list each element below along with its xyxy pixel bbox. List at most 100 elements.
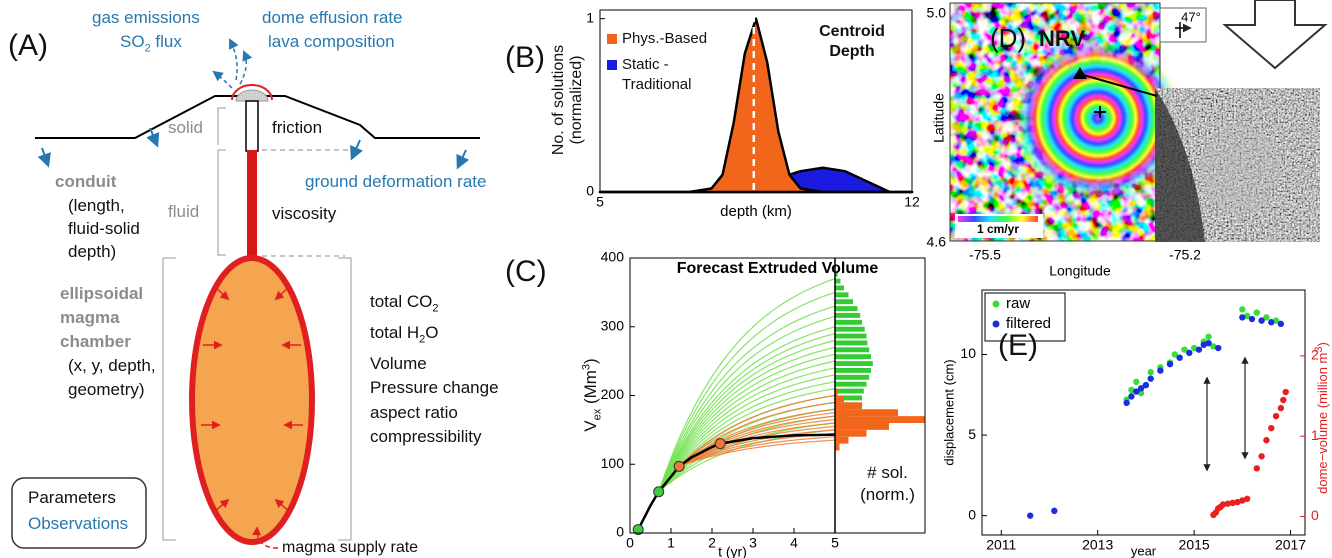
x-tick-label: 2011	[986, 537, 1016, 553]
data-point	[1277, 404, 1285, 412]
histogram-bar	[835, 423, 889, 430]
y-axis-label: No. of solutions (normalized)	[550, 44, 585, 156]
data-point	[1253, 465, 1260, 472]
histogram-bar	[835, 340, 868, 346]
legend-box	[984, 292, 1066, 342]
parameter-list: (length, fluid-solid depth)	[68, 194, 140, 263]
data-point	[1229, 499, 1236, 507]
y-tick-label: 2	[1311, 347, 1319, 363]
plot-frame	[599, 9, 913, 193]
forecast-curve	[678, 429, 836, 467]
forecast-curve	[678, 401, 836, 467]
heading-label: 47°	[1181, 9, 1201, 24]
data-point	[1171, 351, 1179, 358]
subscript: ex	[591, 408, 604, 421]
data-point	[1277, 320, 1285, 328]
histogram-bar	[835, 443, 840, 451]
parameter-group: conduit	[55, 172, 117, 191]
superscript: 3	[580, 363, 593, 371]
parameter-list: total CO2 total H2O Volume Pressure chan…	[370, 290, 499, 450]
y-tick-label: 300	[601, 317, 625, 333]
conduit-solid	[245, 100, 259, 152]
parameter: Volume	[370, 353, 427, 373]
data-point	[1200, 341, 1207, 349]
forecast-curve	[658, 360, 836, 493]
data-point	[1128, 386, 1135, 394]
data-point	[1051, 507, 1058, 515]
panel-label: (D)	[990, 23, 1026, 53]
deformation-fringes	[1010, 40, 1186, 200]
histogram-bar	[835, 285, 844, 291]
forecast-curve	[658, 346, 836, 493]
data-point	[1219, 501, 1227, 508]
data-point	[1258, 317, 1265, 324]
text: SO	[120, 32, 145, 51]
histogram-bar	[835, 388, 864, 394]
legend-entry: Parameters	[28, 488, 116, 507]
forecast-curve	[658, 305, 836, 492]
x-tick-label: 2013	[1082, 537, 1113, 553]
parameter-group: ellipsoidal magma chamber	[60, 282, 143, 354]
x-tick-label: 4	[790, 535, 798, 551]
x-axis-label: year	[1131, 543, 1157, 558]
text: V	[581, 420, 601, 432]
forecast-curve	[658, 374, 836, 493]
histogram-bar	[835, 436, 849, 444]
histogram-bar	[835, 409, 898, 417]
observation: lava composition	[268, 32, 395, 51]
legend-label: Phys.-Based	[622, 30, 708, 47]
observation: SO2 flux	[120, 32, 182, 58]
forecast-curve	[678, 394, 836, 467]
data-point	[1215, 344, 1222, 352]
legend-label: filtered	[1006, 315, 1051, 332]
data-point	[1186, 349, 1193, 357]
data-point	[1263, 437, 1270, 444]
histogram-bar	[835, 395, 844, 403]
histogram-bar	[835, 429, 867, 437]
data-point	[1253, 309, 1260, 316]
forecast-curve	[658, 315, 836, 492]
x-tick-label: 12	[904, 194, 920, 210]
data-point	[1205, 333, 1212, 340]
subscript: 2	[432, 302, 439, 315]
zone-label: fluid	[168, 202, 200, 221]
data-point	[1268, 319, 1275, 326]
x-tick-label: 5	[596, 194, 604, 210]
parameter: (length,	[68, 196, 125, 215]
deformation-arrows	[37, 127, 470, 170]
text: flux	[150, 32, 182, 51]
histogram-bar	[835, 319, 862, 325]
parameter: depth)	[68, 242, 117, 261]
x-tick-label: 0	[626, 535, 634, 551]
forecast-curve	[678, 436, 836, 467]
text: ellipsoidal	[60, 284, 144, 303]
forecast-curve	[658, 333, 836, 493]
chart-title: Centroid Depth	[819, 23, 885, 60]
lat-tick-label: 5.0	[927, 5, 947, 21]
text: (Mm	[581, 370, 601, 409]
legend-marker	[992, 300, 1000, 308]
data-point	[1027, 512, 1034, 519]
parameter: friction	[272, 118, 323, 137]
legend-marker	[992, 320, 1000, 328]
lava-dome	[235, 89, 269, 102]
data-point	[1133, 388, 1140, 395]
parameter: compressibility	[370, 427, 482, 447]
histogram-bar	[835, 368, 871, 373]
inset-dome	[1200, 125, 1280, 215]
y-tick-label: 5	[968, 426, 976, 442]
x-tick-label: 3	[749, 535, 757, 551]
data-point	[1133, 378, 1140, 386]
data-point	[1280, 396, 1287, 404]
x-tick-label: 2015	[1179, 537, 1210, 553]
legend-label: Static - Traditional	[622, 56, 692, 93]
histogram-bar	[835, 402, 862, 410]
histogram-bar	[835, 395, 862, 401]
site-label: NRV	[1039, 26, 1085, 51]
data-point	[1239, 314, 1246, 321]
data-point	[1210, 343, 1217, 350]
observation: ground deformation rate	[305, 172, 487, 191]
x-axis-label: t (yr)	[718, 544, 747, 558]
